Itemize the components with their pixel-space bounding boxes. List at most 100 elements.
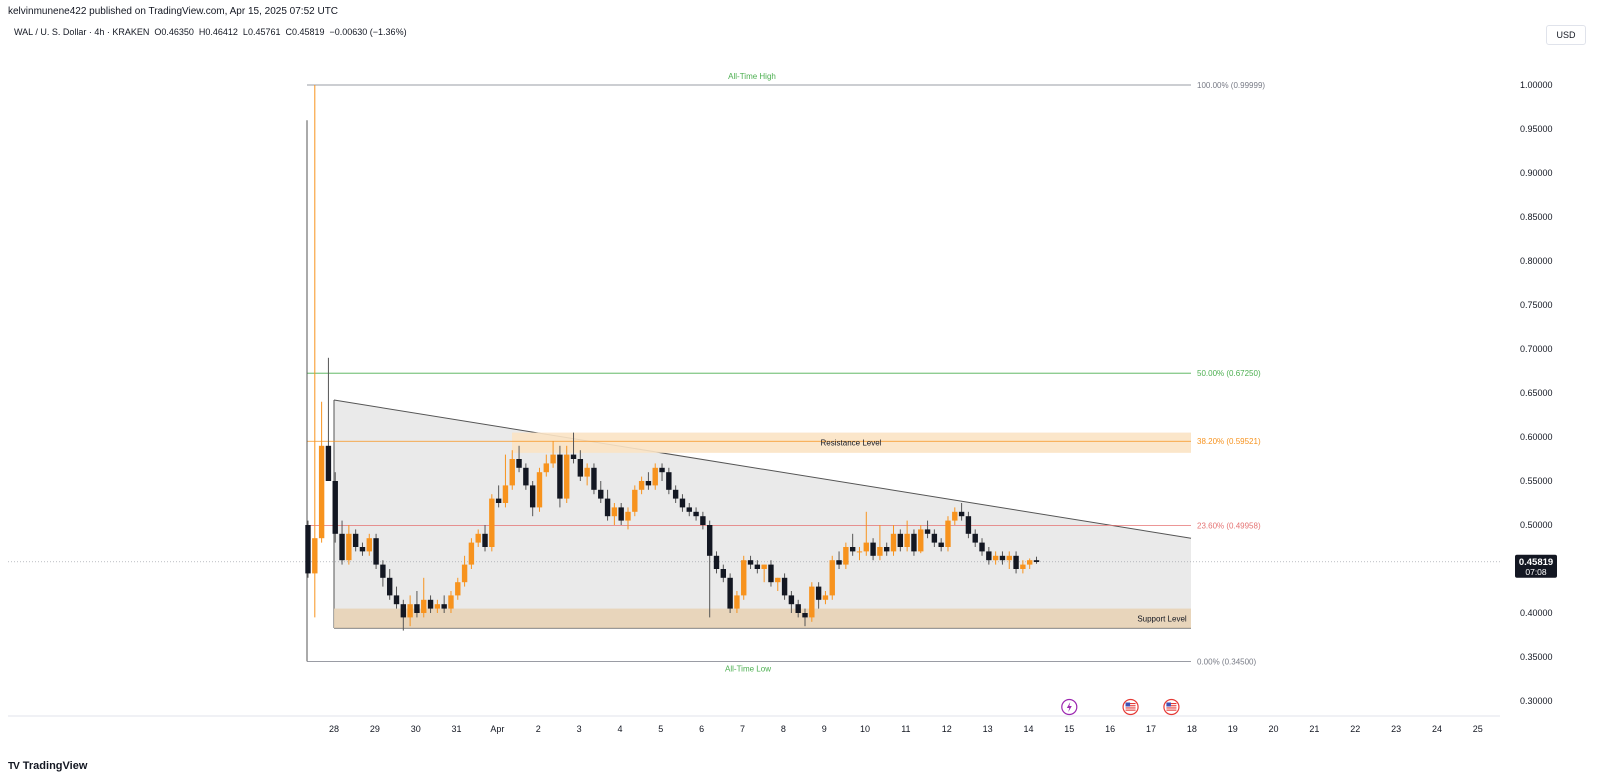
candle-body-12 [387, 577, 393, 596]
candle-body-49 [638, 481, 645, 490]
flag-stripe-1-1 [1125, 705, 1136, 707]
candle-body-26 [482, 533, 488, 547]
y-tick-label-9: 0.55000 [1520, 476, 1553, 486]
candle-body-87 [897, 533, 904, 547]
candle-body-35 [543, 463, 549, 473]
us-flag-icon-2 [1163, 698, 1180, 716]
candle-body-47 [625, 511, 631, 521]
x-tick-label-5: 2 [536, 724, 541, 734]
y-tick-label-7: 0.65000 [1520, 388, 1553, 398]
fib-retracement: 100.00% (0.99999) 50.00% (0.67250) 38.20% … [8, 81, 1500, 666]
candle-body-2 [318, 445, 325, 539]
candle-body-17 [421, 599, 427, 613]
candle-body-13 [393, 595, 400, 605]
candle-body-53 [666, 472, 672, 490]
last-price-countdown: 07:08 [1525, 567, 1547, 577]
candle-body-51 [652, 467, 658, 486]
candle-body-73 [802, 613, 808, 618]
candle-body-72 [795, 604, 801, 613]
candle-body-44 [604, 498, 611, 517]
candle-body-22 [455, 582, 461, 596]
time-axis: 28 29 30 31 Apr 2 3 4 5 6 7 8 9 10 11 12 13 14 15 16 17 18 19 2… [8, 715, 1500, 734]
candle-body-106 [1026, 560, 1033, 565]
candle-body-15 [407, 604, 413, 618]
candle-body-103 [1006, 555, 1012, 561]
candle-body-11 [380, 564, 386, 578]
candle-body-68 [768, 564, 774, 583]
candle-body-69 [775, 577, 781, 583]
y-tick-label-5: 0.75000 [1520, 300, 1553, 310]
candle-body-86 [890, 533, 897, 552]
candle-body-54 [672, 489, 679, 499]
x-tick-label-18: 15 [1064, 724, 1074, 734]
y-tick-label-4: 0.80000 [1520, 256, 1553, 266]
candle-body-9 [366, 538, 372, 552]
candle-body-43 [598, 489, 604, 499]
flag-stripe-2-3 [1166, 709, 1177, 711]
all-time-high-label: All-Time High [728, 72, 776, 81]
y-tick-label-8: 0.60000 [1520, 432, 1553, 442]
symbol-ohlc-line: WAL / U. S. Dollar · 4h · KRAKEN O0.4635… [14, 27, 407, 37]
candle-body-34 [536, 472, 543, 508]
x-tick-label-22: 19 [1228, 724, 1238, 734]
fib-label-2: 38.20% (0.59521) [1197, 437, 1261, 446]
candle-body-71 [788, 595, 795, 605]
all-time-low-label: All-Time Low [725, 664, 771, 673]
candle-body-37 [557, 454, 563, 499]
x-tick-label-6: 3 [577, 724, 582, 734]
flag-circle-2 [1163, 698, 1180, 716]
x-tick-label-2: 30 [411, 724, 421, 734]
candle-body-27 [489, 498, 495, 547]
fib-label-0: 100.00% (0.99999) [1197, 81, 1265, 90]
candle-body-42 [591, 467, 597, 490]
candle-body-100 [986, 551, 992, 561]
candle-body-85 [884, 547, 890, 552]
fib-label-1: 50.00% (0.67250) [1197, 369, 1261, 378]
candle-body-38 [564, 454, 570, 499]
candle-body-1 [312, 538, 318, 574]
events-layer [1061, 698, 1180, 716]
candle-body-48 [632, 489, 638, 512]
candle-body-59 [706, 525, 713, 556]
currency-button[interactable]: USD [1546, 25, 1586, 45]
candle-body-101 [992, 555, 999, 561]
flag-stripe-2-1 [1166, 705, 1177, 707]
annotations-layer: All-Time High All-Time Low Resistance Leve… [725, 72, 1187, 673]
candle-body-58 [700, 516, 706, 525]
candle-body-20 [441, 604, 447, 609]
candle-body-10 [373, 538, 379, 565]
x-tick-label-28: 25 [1473, 724, 1483, 734]
candle-body-19 [434, 604, 441, 609]
y-tick-label-12: 0.40000 [1520, 608, 1553, 618]
candle-body-83 [870, 542, 876, 556]
candle-body-89 [911, 533, 917, 552]
y-tick-label-3: 0.85000 [1520, 212, 1553, 222]
candle-body-91 [924, 529, 931, 534]
y-tick-label-6: 0.70000 [1520, 344, 1553, 354]
candle-body-28 [495, 498, 502, 503]
last-price-value: 0.45819 [1519, 557, 1553, 568]
candle-body-55 [679, 498, 686, 508]
candle-body-63 [734, 595, 740, 609]
x-tick-label-8: 5 [658, 724, 663, 734]
candle-body-40 [577, 459, 584, 477]
x-tick-label-11: 8 [781, 724, 786, 734]
flag-stripe-1-2 [1125, 707, 1136, 709]
x-tick-label-16: 13 [983, 724, 993, 734]
candle-body-60 [713, 555, 720, 569]
candle-body-33 [529, 485, 536, 508]
candle-body-84 [877, 547, 883, 556]
candle-body-0 [305, 525, 311, 574]
flag-stripe-1-0 [1125, 703, 1136, 705]
fib-label-4: 0.00% (0.34500) [1197, 657, 1256, 666]
tradingview-logo-text: TradingView [22, 760, 88, 772]
candle-body-75 [815, 586, 822, 600]
candle-body-105 [1020, 564, 1026, 569]
tradingview-logo[interactable]: TV TradingView [8, 760, 87, 772]
candle-body-18 [427, 599, 434, 609]
candle-body-32 [523, 467, 529, 486]
candles-layer [305, 85, 1040, 631]
x-tick-label-20: 17 [1146, 724, 1156, 734]
candle-body-81 [856, 551, 863, 553]
